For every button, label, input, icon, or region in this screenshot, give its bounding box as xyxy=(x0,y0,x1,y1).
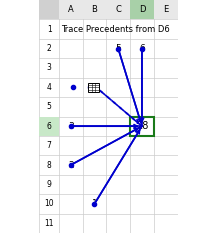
Bar xyxy=(39,0,59,19)
Text: 8: 8 xyxy=(47,161,52,170)
Bar xyxy=(59,0,83,19)
Text: 10: 10 xyxy=(44,199,54,208)
Bar xyxy=(130,0,154,19)
Text: 3: 3 xyxy=(68,122,74,131)
Text: 7: 7 xyxy=(47,141,52,150)
Bar xyxy=(106,0,130,19)
Text: 2: 2 xyxy=(68,161,74,170)
Text: 1: 1 xyxy=(92,199,97,208)
Text: 4: 4 xyxy=(47,83,52,92)
Text: 28: 28 xyxy=(136,121,148,131)
Text: Trace Precedents from D6: Trace Precedents from D6 xyxy=(61,25,170,34)
Text: B: B xyxy=(92,5,97,14)
Bar xyxy=(39,116,59,136)
Text: 3: 3 xyxy=(47,63,52,72)
Text: 5: 5 xyxy=(115,44,121,53)
Bar xyxy=(88,83,99,92)
Text: 11: 11 xyxy=(44,219,54,228)
Text: 5: 5 xyxy=(47,102,52,111)
Text: 2: 2 xyxy=(47,44,52,53)
Text: E: E xyxy=(163,5,168,14)
Bar xyxy=(154,0,178,19)
Bar xyxy=(83,0,106,19)
Text: 1: 1 xyxy=(47,25,52,34)
Bar xyxy=(130,116,154,136)
Text: A: A xyxy=(68,5,74,14)
Text: 9: 9 xyxy=(47,180,52,189)
Text: 6: 6 xyxy=(47,122,52,131)
Text: D: D xyxy=(139,5,145,14)
Text: C: C xyxy=(115,5,121,14)
Text: 6: 6 xyxy=(139,44,145,53)
